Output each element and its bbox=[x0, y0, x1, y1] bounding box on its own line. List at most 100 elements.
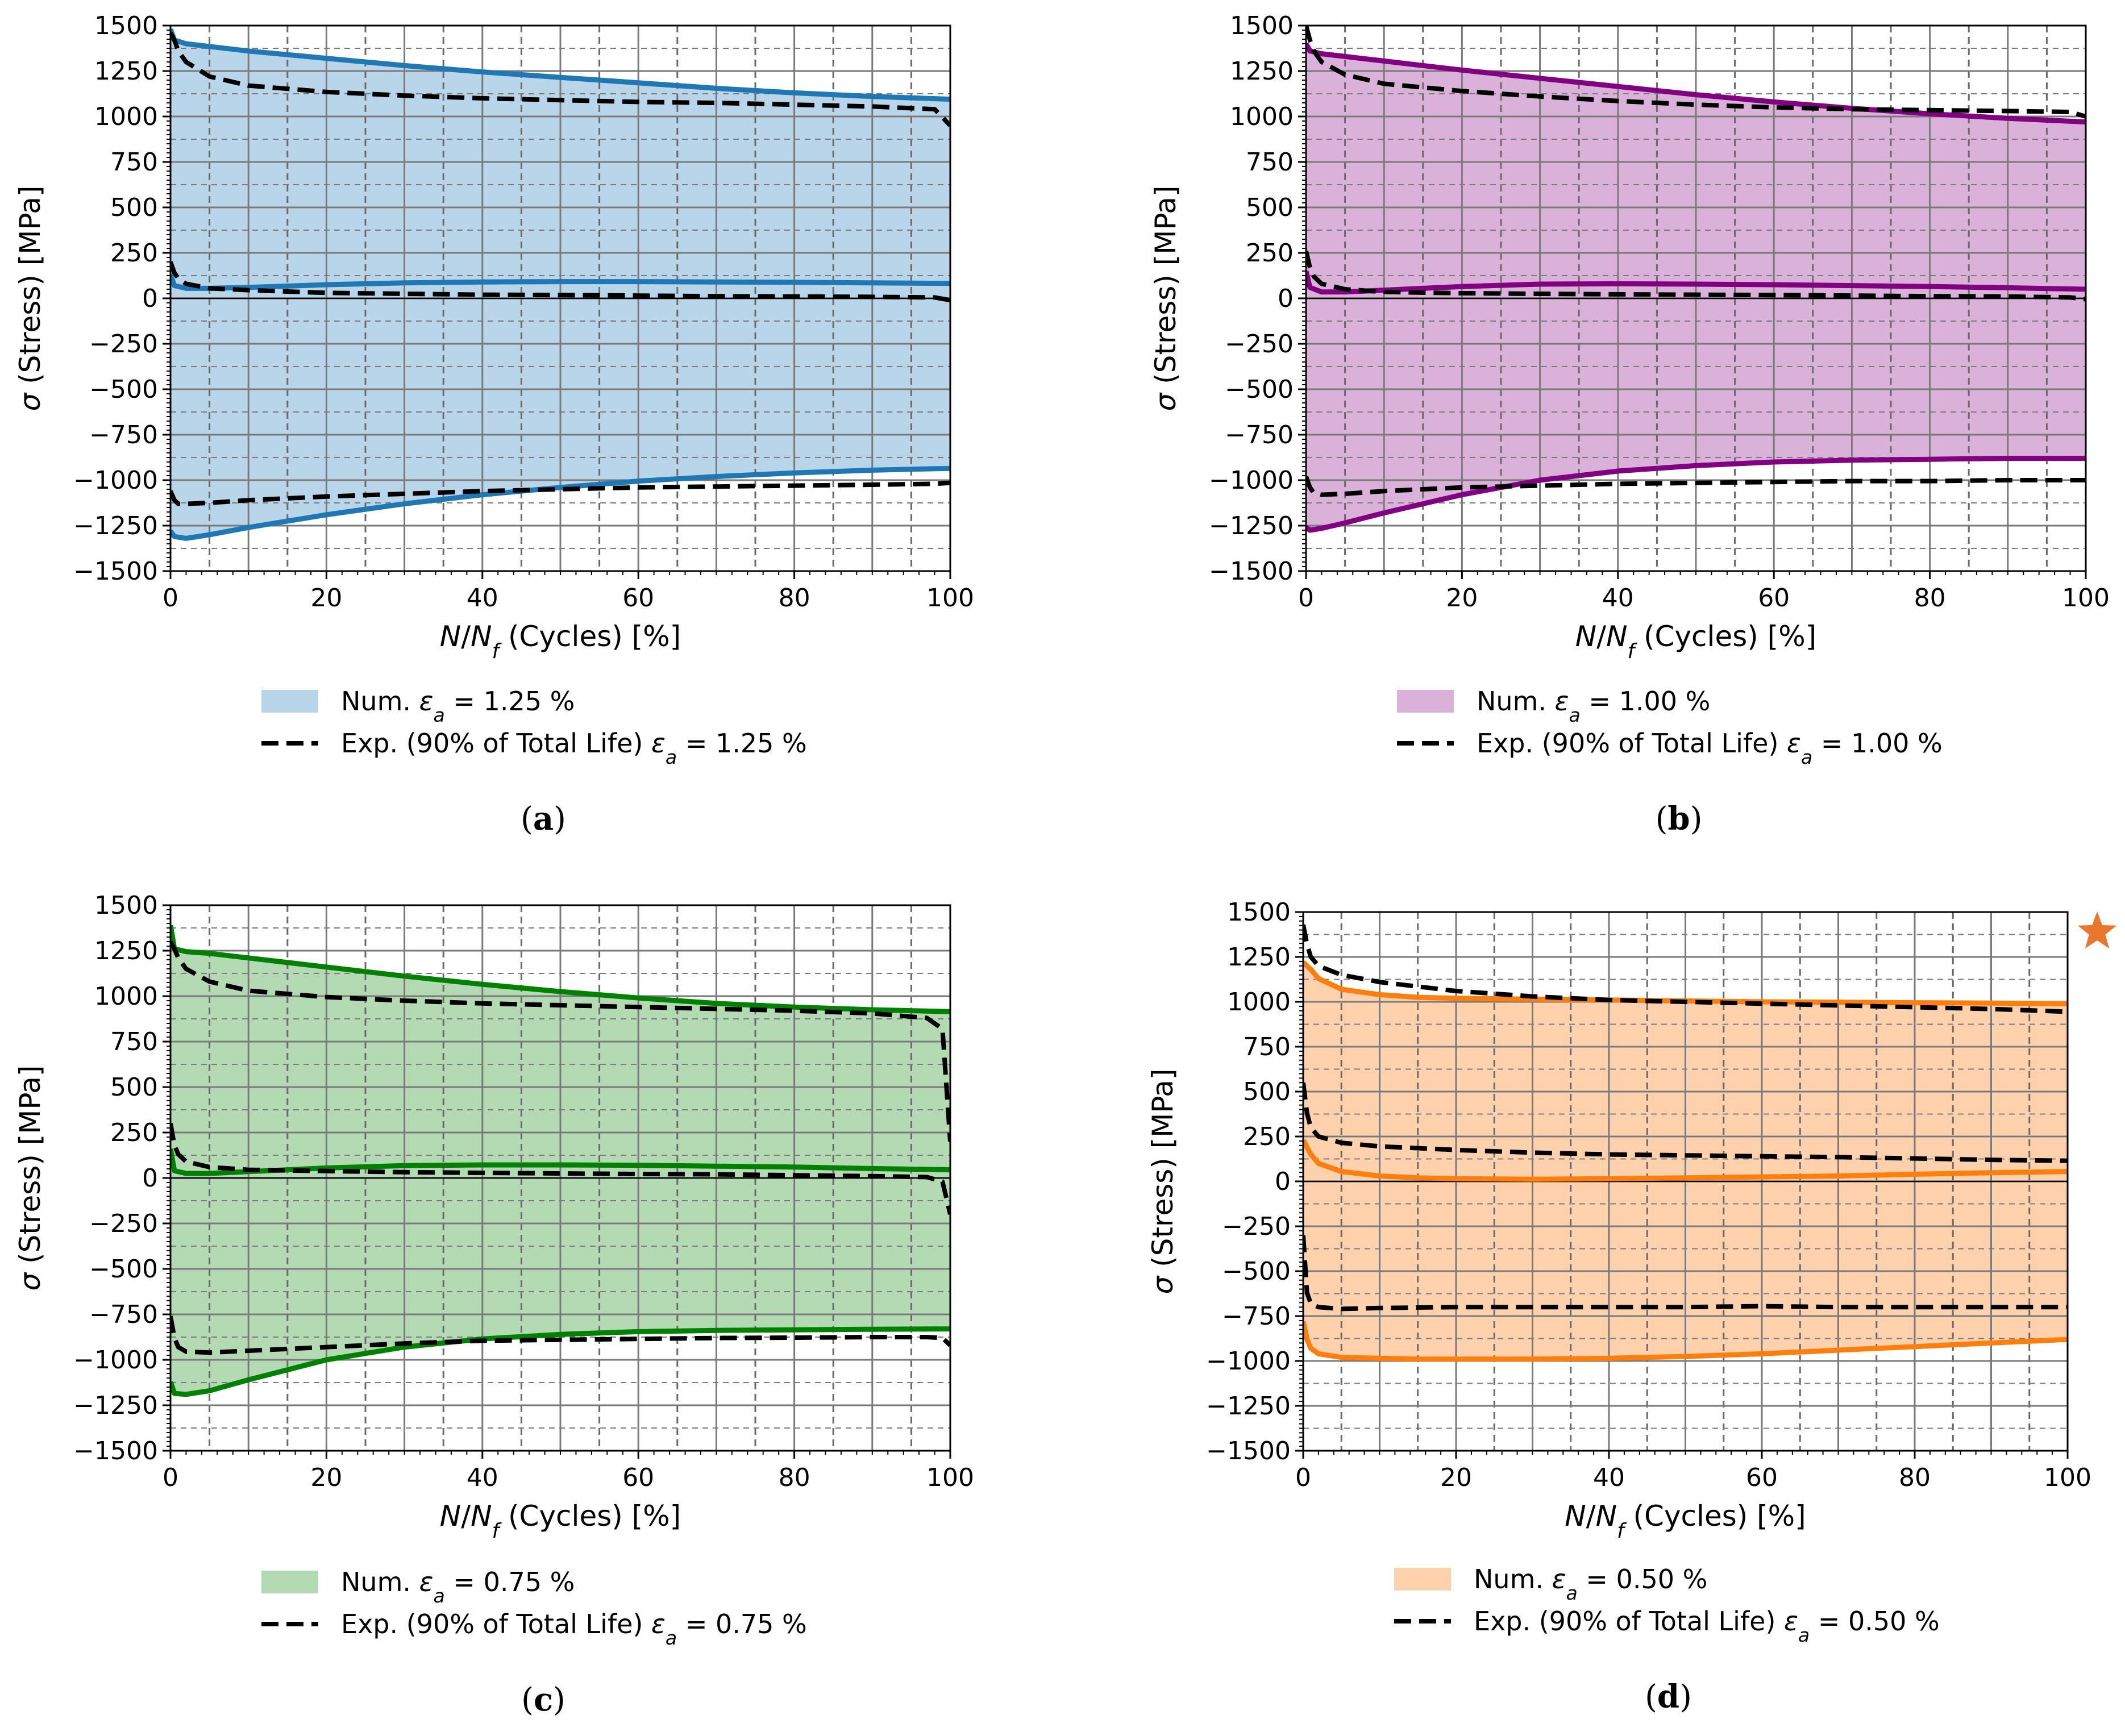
y-tick-label: −250 bbox=[1222, 1212, 1291, 1241]
legend-swatch-numerical bbox=[261, 1571, 318, 1593]
experimental-max-line bbox=[171, 31, 950, 127]
y-tick-label: 500 bbox=[1243, 1077, 1291, 1106]
y-tick-label: −1000 bbox=[1206, 1347, 1291, 1376]
y-tick-label: 750 bbox=[110, 1027, 158, 1056]
legend-label-experimental: Exp. (90% of Total Life) εa = 0.50 % bbox=[1474, 1606, 1940, 1646]
experimental-min-line bbox=[1303, 1235, 2068, 1312]
y-tick-label: 1000 bbox=[1227, 988, 1291, 1017]
y-tick-label: −250 bbox=[1225, 330, 1294, 359]
y-tick-label: 1000 bbox=[94, 982, 158, 1011]
y-tick-label: −1250 bbox=[1206, 1392, 1291, 1421]
y-tick-label: −750 bbox=[89, 421, 158, 449]
x-tick-label: 20 bbox=[310, 1463, 342, 1492]
x-axis-label: N/Nf (Cycles) [%] bbox=[440, 1500, 681, 1543]
y-tick-label: 0 bbox=[142, 1164, 158, 1193]
numerical-mean-line bbox=[171, 1148, 950, 1176]
experimental-mean-line bbox=[171, 261, 950, 303]
x-axis-label: N/Nf (Cycles) [%] bbox=[440, 620, 681, 663]
y-tick-label: −250 bbox=[89, 1209, 158, 1238]
x-tick-label: 60 bbox=[622, 1463, 654, 1492]
x-axis-label: N/Nf (Cycles) [%] bbox=[1575, 620, 1816, 663]
x-tick-label: 60 bbox=[1758, 584, 1790, 613]
y-tick-label: 1500 bbox=[94, 11, 158, 40]
chart-panel: −1500 −1250 −1000 −750 −500 −250 0 250 500 750 100… bbox=[14, 891, 974, 1718]
y-axis-label: σ (Stress) [MPa] bbox=[14, 1065, 47, 1291]
x-tick-label: 40 bbox=[467, 1463, 498, 1492]
y-tick-label: 0 bbox=[142, 284, 158, 313]
experimental-min-line bbox=[171, 1315, 950, 1355]
y-tick-label: 1000 bbox=[94, 102, 158, 131]
legend-label-numerical: Num. εa = 0.75 % bbox=[341, 1567, 575, 1607]
y-tick-label: −1000 bbox=[73, 466, 158, 495]
y-tick-label: 0 bbox=[1275, 1167, 1291, 1196]
experimental-min-line bbox=[171, 480, 950, 506]
x-tick-label: 40 bbox=[467, 584, 498, 613]
legend-swatch-numerical bbox=[1397, 690, 1454, 713]
y-axis-label: σ (Stress) [MPa] bbox=[1149, 186, 1182, 411]
legend-swatch-numerical bbox=[1394, 1568, 1451, 1591]
x-tick-label: 0 bbox=[1298, 584, 1314, 613]
experimental-max-line bbox=[1303, 924, 2068, 1014]
x-tick-label: 80 bbox=[1899, 1463, 1931, 1492]
experimental-max-line bbox=[171, 940, 950, 1142]
numerical-min-line bbox=[1303, 1321, 2068, 1362]
x-tick-label: 100 bbox=[2062, 584, 2110, 613]
y-tick-label: 1500 bbox=[1230, 11, 1294, 40]
x-tick-label: 80 bbox=[779, 1463, 810, 1492]
y-tick-label: −500 bbox=[89, 375, 158, 404]
numerical-mean-line bbox=[1306, 270, 2086, 295]
x-tick-label: 20 bbox=[310, 584, 342, 613]
legend-label-numerical: Num. εa = 1.00 % bbox=[1477, 686, 1710, 726]
y-tick-label: 750 bbox=[110, 148, 158, 177]
y-tick-label: 250 bbox=[1243, 1122, 1291, 1151]
y-tick-label: 1500 bbox=[94, 891, 158, 920]
x-tick-label: 100 bbox=[926, 584, 974, 613]
y-tick-label: 1250 bbox=[1230, 57, 1294, 86]
panel-caption: (c) bbox=[521, 1681, 565, 1718]
experimental-max-line bbox=[1306, 26, 2086, 119]
chart-panel: −1500 −1250 −1000 −750 −500 −250 0 250 500 750 100… bbox=[14, 11, 974, 838]
x-tick-label: 100 bbox=[926, 1463, 974, 1492]
x-tick-label: 80 bbox=[779, 584, 810, 613]
y-tick-label: 1250 bbox=[94, 936, 158, 965]
x-tick-label: 60 bbox=[1746, 1463, 1778, 1492]
y-tick-label: −500 bbox=[1222, 1257, 1291, 1286]
y-tick-label: 750 bbox=[1243, 1033, 1291, 1061]
numerical-max-line bbox=[1303, 960, 2068, 1006]
y-tick-label: −1000 bbox=[73, 1346, 158, 1375]
panel-caption: (b) bbox=[1656, 800, 1703, 838]
x-tick-label: 20 bbox=[1440, 1463, 1472, 1492]
experimental-mean-line bbox=[171, 1123, 950, 1215]
numerical-min-line bbox=[171, 1326, 950, 1397]
y-tick-label: 250 bbox=[1246, 239, 1294, 268]
star-icon bbox=[2077, 911, 2117, 949]
experimental-mean-line bbox=[1303, 1082, 2068, 1163]
experimental-mean-line bbox=[1306, 250, 2086, 302]
y-tick-label: −1500 bbox=[73, 557, 158, 586]
y-tick-label: −250 bbox=[89, 330, 158, 359]
y-tick-label: 1000 bbox=[1230, 102, 1294, 131]
y-tick-label: −750 bbox=[89, 1300, 158, 1329]
y-tick-label: −1250 bbox=[1209, 511, 1294, 540]
x-tick-label: 80 bbox=[1914, 584, 1946, 613]
y-tick-label: −500 bbox=[89, 1255, 158, 1284]
y-tick-label: 250 bbox=[110, 239, 158, 268]
y-tick-label: 500 bbox=[110, 1073, 158, 1102]
numerical-mean-line bbox=[1303, 1139, 2068, 1182]
legend-swatch-numerical bbox=[261, 690, 318, 713]
y-axis-label: σ (Stress) [MPa] bbox=[14, 186, 47, 411]
y-tick-label: −1000 bbox=[1209, 466, 1294, 495]
x-tick-label: 0 bbox=[1295, 1463, 1311, 1492]
x-tick-label: 40 bbox=[1602, 584, 1634, 613]
panel-caption: (a) bbox=[521, 800, 566, 838]
numerical-min-line bbox=[1306, 456, 2086, 533]
x-axis-label: N/Nf (Cycles) [%] bbox=[1565, 1500, 1806, 1543]
y-tick-label: 500 bbox=[1246, 193, 1294, 222]
y-tick-label: −500 bbox=[1225, 375, 1294, 404]
numerical-max-line bbox=[171, 28, 950, 102]
numerical-min-line bbox=[171, 465, 950, 541]
y-tick-label: 750 bbox=[1246, 148, 1294, 177]
x-tick-label: 100 bbox=[2044, 1463, 2091, 1492]
numerical-mean-line bbox=[171, 273, 950, 291]
